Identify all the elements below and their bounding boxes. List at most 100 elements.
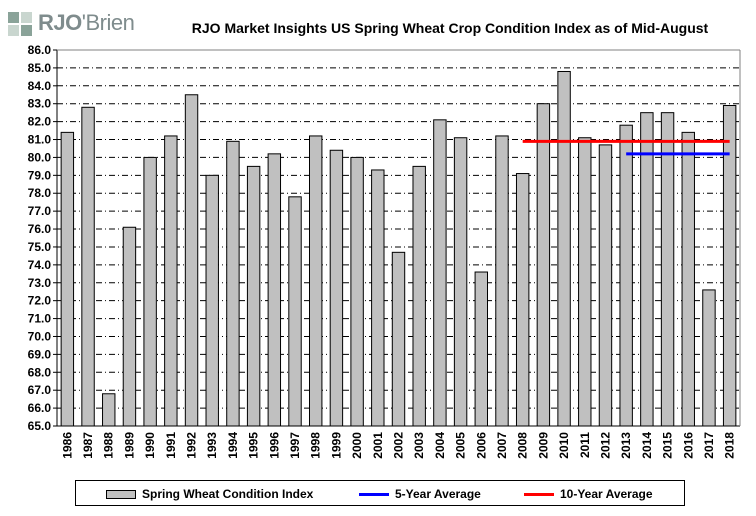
x-tick-label: 1988	[102, 432, 116, 459]
x-tick-label: 2007	[495, 432, 509, 459]
bar	[598, 144, 613, 427]
bar	[288, 196, 302, 427]
legend-label-5-year-average: 5-Year Average	[395, 487, 481, 501]
bar	[702, 289, 716, 427]
y-tick-label: 72.0	[28, 294, 52, 308]
y-tick-label: 76.0	[28, 222, 52, 236]
rjo-brien-logo: RJO'Brien	[8, 8, 138, 42]
y-tick-label: 70.0	[28, 329, 52, 343]
bar	[184, 94, 199, 427]
legend-item-10-year-average: 10-Year Average	[524, 486, 653, 502]
bar	[640, 112, 654, 427]
y-tick-label: 85.0	[28, 61, 52, 75]
bar	[412, 165, 426, 427]
y-tick-label: 71.0	[28, 312, 52, 326]
x-tick-label: 2012	[598, 432, 612, 459]
bar	[681, 131, 695, 427]
x-tick-label: 2001	[371, 432, 385, 459]
y-tick-label: 77.0	[28, 204, 52, 218]
x-tick-label: 2010	[557, 432, 571, 459]
legend-label-10-year-average: 10-Year Average	[560, 487, 653, 501]
x-tick-label: 1998	[309, 432, 323, 459]
y-tick-label: 82.0	[28, 115, 52, 129]
legend-swatch-blue-line	[359, 492, 389, 496]
bar	[515, 173, 530, 427]
y-tick-label: 84.0	[28, 79, 52, 93]
x-tick-label: 1994	[226, 432, 240, 459]
chart-legend: Spring Wheat Condition Index 5-Year Aver…	[75, 480, 685, 506]
bar	[474, 271, 488, 427]
bar	[371, 169, 385, 427]
y-tick-label: 69.0	[28, 347, 52, 361]
x-tick-label: 2003	[412, 432, 426, 459]
y-tick-label: 74.0	[28, 258, 52, 272]
bar	[309, 135, 323, 427]
legend-item-5-year-average: 5-Year Average	[359, 486, 481, 502]
bar	[143, 156, 157, 427]
bar	[81, 106, 95, 427]
bar	[267, 153, 282, 427]
x-tick-label: 1993	[205, 432, 219, 459]
y-tick-label: 78.0	[28, 186, 52, 200]
bar	[102, 393, 116, 427]
x-tick-label: 1997	[288, 432, 302, 459]
bar	[660, 112, 675, 427]
bar	[495, 135, 509, 427]
x-tick-label: 2016	[681, 432, 695, 459]
y-tick-label: 75.0	[28, 240, 52, 254]
y-tick-label: 86.0	[28, 43, 52, 57]
x-tick-label: 2017	[702, 432, 716, 459]
x-tick-label: 1989	[122, 432, 136, 459]
x-tick-label: 2002	[392, 432, 406, 459]
x-tick-label: 1990	[143, 432, 157, 459]
bar	[329, 149, 344, 427]
y-tick-label: 68.0	[28, 365, 52, 379]
x-tick-label: 1996	[267, 432, 281, 459]
bar	[578, 137, 592, 427]
x-tick-label: 2018	[723, 432, 737, 459]
bar	[391, 251, 406, 427]
bar	[433, 119, 447, 427]
legend-label-condition-index: Spring Wheat Condition Index	[142, 487, 314, 501]
bar	[246, 165, 261, 427]
y-tick-label: 80.0	[28, 150, 52, 164]
x-tick-label: 2011	[578, 432, 592, 458]
bar	[557, 70, 571, 427]
x-tick-label: 2009	[536, 432, 550, 459]
x-tick-label: 2014	[640, 432, 654, 459]
x-tick-label: 1992	[185, 432, 199, 459]
bar	[226, 140, 240, 427]
y-tick-label: 65.0	[28, 419, 52, 433]
bar	[453, 137, 468, 427]
rjo-logo-icon	[8, 12, 32, 36]
bar	[164, 135, 178, 427]
x-tick-label: 1999	[329, 432, 343, 459]
x-tick-label: 1995	[247, 432, 261, 459]
y-tick-label: 81.0	[28, 133, 52, 147]
y-tick-label: 79.0	[28, 168, 52, 182]
legend-swatch-bar	[106, 489, 136, 499]
x-tick-label: 1986	[60, 432, 74, 459]
chart-title: RJO Market Insights US Spring Wheat Crop…	[191, 20, 709, 36]
y-tick-label: 83.0	[28, 97, 52, 111]
x-tick-label: 2013	[619, 432, 633, 459]
y-tick-label: 73.0	[28, 276, 52, 290]
x-tick-label: 2015	[661, 432, 675, 459]
x-tick-label: 2006	[474, 432, 488, 459]
bar	[619, 124, 633, 427]
x-tick-label: 2000	[350, 432, 364, 459]
bar	[122, 226, 137, 427]
x-tick-label: 2004	[433, 432, 447, 459]
y-tick-label: 66.0	[28, 401, 52, 415]
y-tick-label: 67.0	[28, 383, 52, 397]
x-tick-label: 2008	[516, 432, 530, 459]
legend-swatch-red-line	[524, 492, 554, 496]
logo-wordmark: RJO'Brien	[38, 10, 135, 35]
x-tick-label: 2005	[454, 432, 468, 459]
bar	[350, 156, 364, 427]
legend-item-condition-index: Spring Wheat Condition Index	[106, 486, 313, 502]
bar	[60, 131, 75, 427]
x-tick-label: 1987	[81, 432, 95, 459]
bar	[536, 103, 551, 427]
